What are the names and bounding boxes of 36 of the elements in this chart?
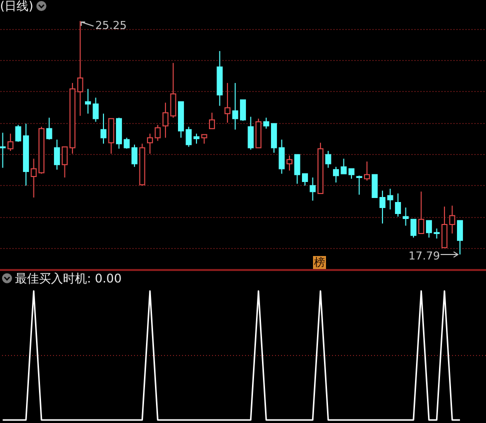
candlestick bbox=[0, 132, 6, 168]
text: 榜 bbox=[313, 256, 326, 269]
candlestick bbox=[193, 133, 200, 144]
annotation: 25.25 bbox=[95, 18, 127, 32]
candlestick bbox=[294, 154, 300, 184]
candlestick bbox=[456, 220, 463, 255]
candlestick bbox=[62, 146, 68, 178]
candlestick bbox=[100, 113, 106, 144]
candlestick bbox=[325, 150, 332, 168]
candlestick bbox=[286, 155, 292, 172]
annotation: 17.79 bbox=[408, 249, 440, 262]
candlestick bbox=[394, 192, 401, 218]
candlestick bbox=[224, 82, 230, 124]
candlestick bbox=[302, 173, 308, 186]
candlestick bbox=[15, 124, 22, 142]
candlestick bbox=[240, 99, 246, 122]
candlestick bbox=[418, 191, 424, 234]
candlestick bbox=[248, 116, 254, 150]
candlestick bbox=[131, 144, 138, 168]
candlestick bbox=[402, 207, 409, 226]
candlestick bbox=[46, 117, 52, 140]
candlestick bbox=[201, 134, 208, 144]
candlestick bbox=[310, 176, 316, 202]
candlestick bbox=[263, 117, 270, 130]
candlestick bbox=[356, 175, 362, 196]
candlestick bbox=[7, 133, 14, 152]
candlestick bbox=[372, 174, 378, 198]
chart-title: (日线) bbox=[0, 0, 34, 13]
candlestick bbox=[364, 161, 370, 182]
candlestick bbox=[410, 218, 416, 238]
candlestick bbox=[232, 82, 238, 130]
candlestick bbox=[30, 158, 37, 198]
candlestick bbox=[208, 112, 215, 130]
candlestick bbox=[54, 139, 60, 170]
candlestick bbox=[348, 168, 354, 180]
chart-title: 最佳买入时机: 0.00 bbox=[15, 271, 122, 286]
